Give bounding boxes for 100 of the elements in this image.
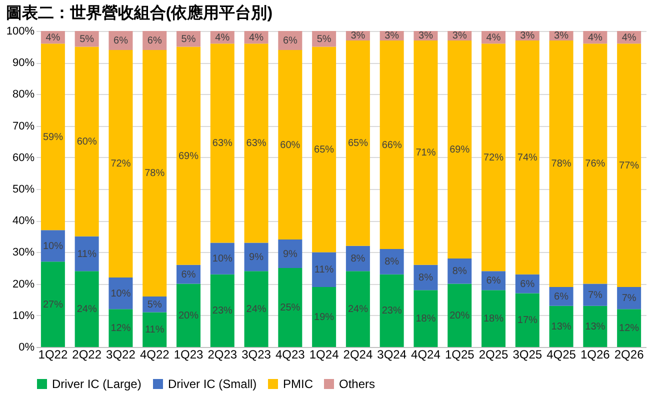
data-label: 6% [147, 35, 162, 46]
data-label: 8% [452, 266, 467, 278]
bar [40, 262, 65, 347]
data-label: 74% [517, 152, 538, 164]
data-label: 4% [46, 32, 60, 44]
y-tick-label: 90% [12, 57, 35, 70]
data-label: 76% [585, 158, 606, 170]
y-tick-label: 80% [12, 88, 35, 101]
data-label: 63% [212, 138, 233, 150]
legend-label: Others [339, 377, 376, 391]
data-label: 4% [486, 32, 501, 44]
x-tick-label: 2Q23 [208, 348, 238, 362]
data-label: 10% [42, 240, 64, 252]
bar [108, 50, 133, 278]
x-tick-label: 1Q26 [580, 348, 610, 362]
data-label: 24% [246, 304, 266, 316]
x-tick-label: 2Q25 [478, 348, 508, 362]
data-label: 60% [280, 140, 300, 151]
x-tick-label: 3Q23 [242, 348, 272, 362]
data-label: 17% [517, 315, 538, 326]
data-label: 3% [452, 30, 467, 42]
data-label: 5% [80, 34, 94, 45]
bar [515, 293, 540, 347]
data-label: 4% [588, 32, 602, 44]
y-tick-label: 0% [18, 342, 35, 354]
bar [312, 252, 336, 287]
bar [380, 249, 404, 274]
data-label: 69% [450, 144, 470, 156]
bar [278, 268, 302, 347]
y-tick-label: 60% [12, 152, 35, 164]
bar [583, 306, 608, 347]
data-label: 63% [246, 138, 266, 150]
x-tick-label: 3Q22 [106, 348, 136, 362]
data-label: 8% [350, 254, 366, 265]
bar [448, 284, 472, 347]
bar [176, 284, 200, 347]
legend-label: Driver IC (Large) [52, 377, 142, 391]
bar [142, 312, 167, 347]
data-label: 7% [588, 290, 602, 301]
data-label: 6% [113, 35, 128, 46]
y-tick-label: 70% [12, 120, 35, 132]
data-label: 10% [212, 254, 233, 265]
data-label: 6% [486, 276, 501, 287]
data-label: 11% [77, 248, 97, 260]
y-tick-label: 30% [12, 246, 35, 259]
data-label: 3% [520, 30, 535, 42]
bar [482, 290, 506, 347]
data-label: 23% [212, 306, 233, 317]
x-tick-label: 4Q22 [140, 348, 170, 362]
data-label: 3% [418, 30, 434, 42]
x-tick-label: 1Q23 [174, 348, 204, 362]
bar [414, 40, 438, 265]
data-label: 71% [416, 148, 436, 159]
bar [244, 271, 268, 347]
x-tick-label: 4Q25 [546, 348, 576, 362]
bar [312, 46, 336, 252]
x-tick-label: 3Q24 [377, 348, 407, 362]
data-label: 4% [215, 32, 230, 44]
bar [448, 258, 472, 284]
data-label: 60% [76, 136, 97, 148]
x-tick-label: 2Q22 [72, 348, 102, 362]
bar [40, 44, 65, 230]
data-label: 5% [316, 34, 332, 45]
bar [617, 309, 642, 347]
legend-label: PMIC [283, 377, 314, 391]
bar [617, 44, 642, 287]
bar [549, 306, 574, 347]
y-tick-label: 100% [6, 26, 35, 38]
data-label: 20% [178, 310, 199, 322]
x-tick-label: 1Q22 [38, 348, 68, 362]
x-tick-label: 1Q24 [309, 348, 340, 362]
bar [346, 271, 370, 347]
y-tick-label: 50% [12, 184, 35, 196]
data-label: 11% [144, 324, 164, 336]
data-label: 5% [181, 34, 196, 45]
data-label: 4% [249, 32, 264, 44]
bar [346, 40, 370, 246]
data-label: 6% [282, 35, 298, 46]
data-label: 25% [280, 302, 300, 314]
bar [380, 274, 404, 347]
bar [312, 286, 336, 347]
bar [549, 40, 574, 287]
bar [210, 242, 234, 274]
data-label: 9% [249, 252, 264, 263]
chart-title: 圖表二：世界營收組合(依應用平台別) [6, 4, 273, 22]
data-label: 12% [619, 323, 640, 334]
data-label: 9% [282, 248, 298, 260]
bar [210, 44, 234, 243]
data-label: 13% [551, 321, 572, 332]
bar [583, 44, 608, 284]
data-label: 7% [622, 293, 636, 304]
data-label: 77% [619, 160, 640, 172]
data-label: 24% [348, 304, 368, 316]
bar [244, 242, 268, 272]
data-label: 8% [418, 272, 434, 284]
legend-label: Driver IC (Small) [168, 377, 257, 391]
y-tick-label: 20% [12, 278, 35, 290]
data-label: 12% [110, 323, 131, 334]
bar [583, 284, 608, 306]
bar [176, 46, 200, 265]
